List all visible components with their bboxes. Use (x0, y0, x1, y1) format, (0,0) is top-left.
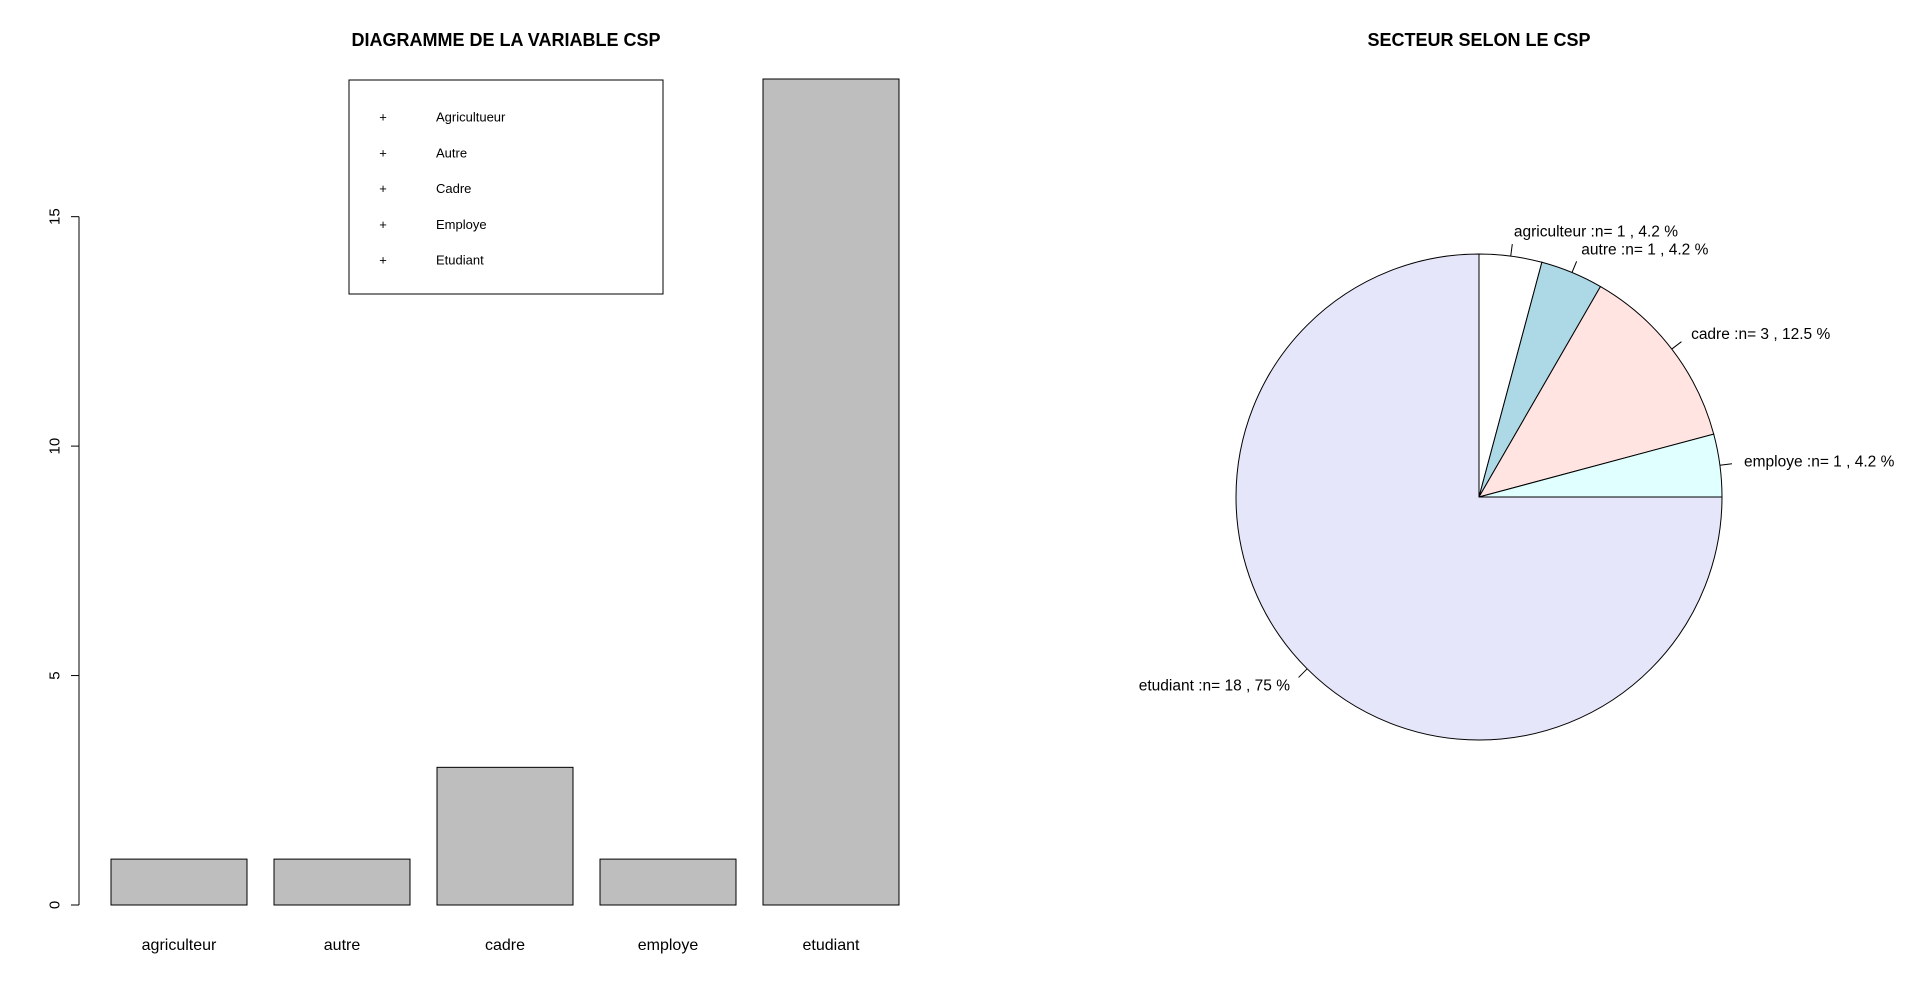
pie-leader-line (1671, 341, 1682, 350)
pie-leader-line (1719, 463, 1733, 466)
y-tick-label: 5 (47, 671, 64, 679)
pie-slice-label: agriculteur :n= 1 , 4.2 % (1514, 223, 1678, 240)
pie-chart: SECTEUR SELON LE CSP agriculteur :n= 1 ,… (1139, 30, 1895, 741)
bar-chart-title: DIAGRAMME DE LA VARIABLE CSP (351, 30, 660, 50)
pie-labels: agriculteur :n= 1 , 4.2 % autre :n= 1 , 4… (1139, 223, 1895, 694)
legend: + Agricultueur + Autre + Cadre + Employe + Etudia… (348, 79, 664, 295)
pie-slice-label: etudiant :n= 18 , 75 % (1139, 678, 1290, 695)
category-label: etudiant (803, 937, 860, 954)
category-label: autre (324, 937, 361, 954)
y-tick-label: 0 (47, 901, 64, 909)
pie-slice-label: cadre :n= 3 , 12.5 % (1691, 326, 1830, 343)
bar (273, 858, 411, 906)
y-axis: 0 5 10 15 (47, 208, 80, 909)
category-label: employe (638, 937, 699, 954)
bar (110, 858, 248, 906)
pie-slices (1235, 243, 1733, 741)
legend-entry: Etudiant (436, 253, 484, 268)
pie-slice (1477, 285, 1715, 498)
legend-entry: Employe (436, 217, 487, 232)
legend-symbol: + (379, 253, 387, 268)
pie-leader-line (1571, 261, 1578, 273)
legend-entry: Cadre (436, 181, 471, 196)
category-label: agriculteur (142, 937, 217, 954)
legend-symbol: + (379, 217, 387, 232)
bar-chart: DIAGRAMME DE LA VARIABLE CSP 0 5 10 15 agri… (47, 30, 900, 954)
legend-symbol: + (379, 181, 387, 196)
pie-leader-line (1298, 668, 1308, 678)
bars (110, 78, 900, 906)
category-label: cadre (485, 937, 525, 954)
pie-slice-label: autre :n= 1 , 4.2 % (1581, 242, 1708, 259)
legend-entry: Agricultueur (436, 110, 506, 125)
bar (762, 78, 900, 906)
pie-slice-label: employe :n= 1 , 4.2 % (1744, 454, 1895, 471)
pie-slice (1235, 253, 1723, 741)
legend-box (348, 79, 664, 295)
category-labels: agriculteur autre cadre employe etudiant (142, 937, 860, 954)
pie-leader-line (1510, 243, 1513, 257)
y-tick-label: 15 (47, 208, 64, 225)
legend-entry: Autre (436, 145, 467, 160)
pie-chart-title: SECTEUR SELON LE CSP (1367, 30, 1590, 50)
legend-symbol: + (379, 110, 387, 125)
bar (599, 858, 737, 906)
legend-symbol: + (379, 145, 387, 160)
bar (436, 766, 574, 906)
y-tick-label: 10 (47, 438, 64, 455)
